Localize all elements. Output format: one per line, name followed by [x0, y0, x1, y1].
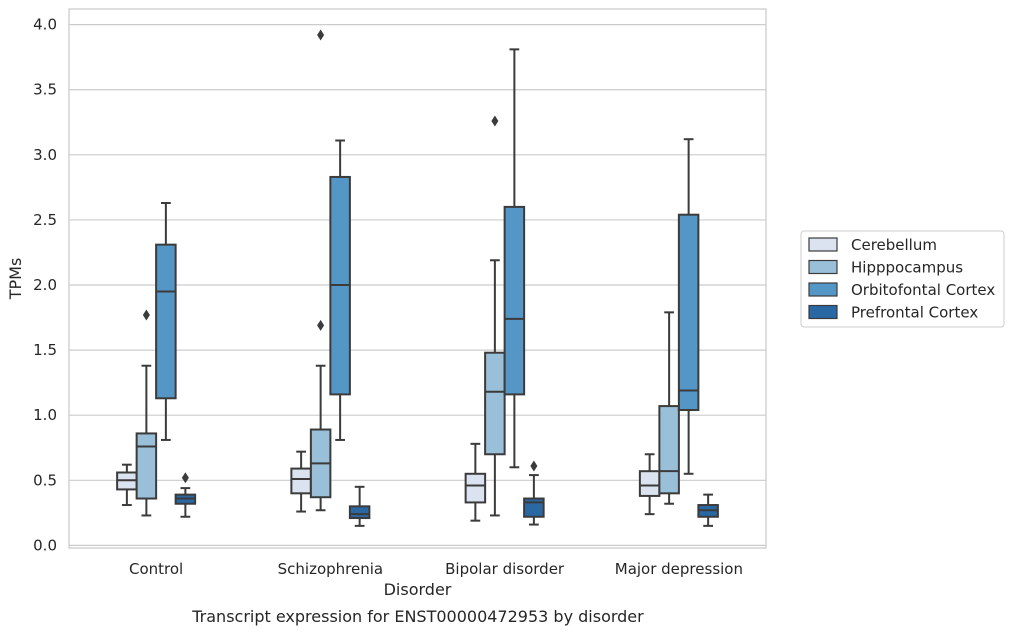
legend-swatch	[808, 259, 838, 275]
iqr-box	[658, 405, 680, 495]
y-tick-label: 2.0	[33, 276, 57, 294]
iqr-box	[677, 213, 700, 411]
box-orbitofontal-cortex	[677, 138, 700, 475]
legend-label: Prefrontal Cortex	[851, 304, 978, 322]
y-tick-label: 0.0	[33, 536, 57, 554]
y-tick-label: 0.5	[33, 471, 57, 489]
outlier-point	[530, 460, 538, 472]
legend-swatch	[808, 282, 838, 297]
x-tick-label: Schizophrenia	[278, 560, 383, 578]
y-tick-labels: 0.0 0.5 1.0 1.5 2.0 2.5 3.0 3.5 4.0	[33, 16, 57, 555]
x-tick-label: Bipolar disorder	[445, 560, 565, 578]
legend-swatch	[808, 304, 838, 320]
box-orbitofontal-cortex	[329, 139, 351, 441]
iqr-box	[523, 497, 545, 518]
chart-caption: Transcript expression for ENST0000047295…	[191, 607, 644, 626]
outlier-point	[317, 319, 325, 331]
outlier-point	[181, 472, 189, 484]
box-prefrontal-cortex	[523, 460, 545, 526]
box-orbitofontal-cortex	[503, 48, 526, 469]
y-tick-label: 4.0	[33, 16, 57, 34]
boxes	[116, 29, 719, 527]
iqr-box	[638, 470, 661, 497]
box-prefrontal-cortex	[348, 485, 371, 527]
box-cerebellum	[464, 442, 487, 522]
legend-label: Cerebellum	[851, 236, 937, 254]
iqr-box	[484, 351, 506, 456]
y-tick-label: 1.0	[33, 406, 57, 424]
x-tick-labels: Control Schizophrenia Bipolar disorder Majo…	[129, 560, 743, 578]
legend-label: Hipppocampus	[851, 259, 963, 277]
plot-frame	[68, 8, 767, 549]
y-tick-label: 3.0	[33, 146, 57, 164]
x-axis-label: Disorder	[384, 580, 452, 599]
box-prefrontal-cortex	[174, 472, 197, 518]
outlier-point	[317, 29, 325, 41]
y-tick-label: 3.5	[33, 81, 57, 99]
legend-swatch	[808, 237, 838, 252]
legend-label: Orbitofontal Cortex	[851, 281, 995, 299]
legend-frame	[800, 230, 1005, 328]
outlier-point	[142, 309, 150, 321]
y-tick-label: 2.5	[33, 211, 57, 229]
outlier-point	[491, 115, 499, 127]
iqr-box	[464, 472, 487, 504]
y-tick-label: 1.5	[33, 341, 57, 359]
box-hipppocampus	[484, 115, 506, 517]
legend: Cerebellum Hipppocampus Orbitofontal Corte…	[800, 230, 1005, 328]
box-hipppocampus	[135, 309, 158, 517]
box-cerebellum	[290, 450, 312, 513]
box-prefrontal-cortex	[697, 493, 719, 527]
x-tick-label: Major depression	[615, 560, 743, 578]
box-cerebellum	[638, 453, 661, 516]
iqr-box	[135, 432, 158, 500]
iqr-box	[503, 205, 526, 396]
box-cerebellum	[116, 463, 138, 507]
iqr-box	[155, 243, 177, 400]
y-axis-label: TPMs	[6, 258, 25, 301]
box-hipppocampus	[309, 29, 332, 512]
iqr-box	[348, 505, 371, 520]
box-orbitofontal-cortex	[155, 201, 177, 441]
iqr-box	[290, 467, 312, 495]
x-tick-label: Control	[129, 560, 183, 578]
box-hipppocampus	[658, 311, 680, 505]
